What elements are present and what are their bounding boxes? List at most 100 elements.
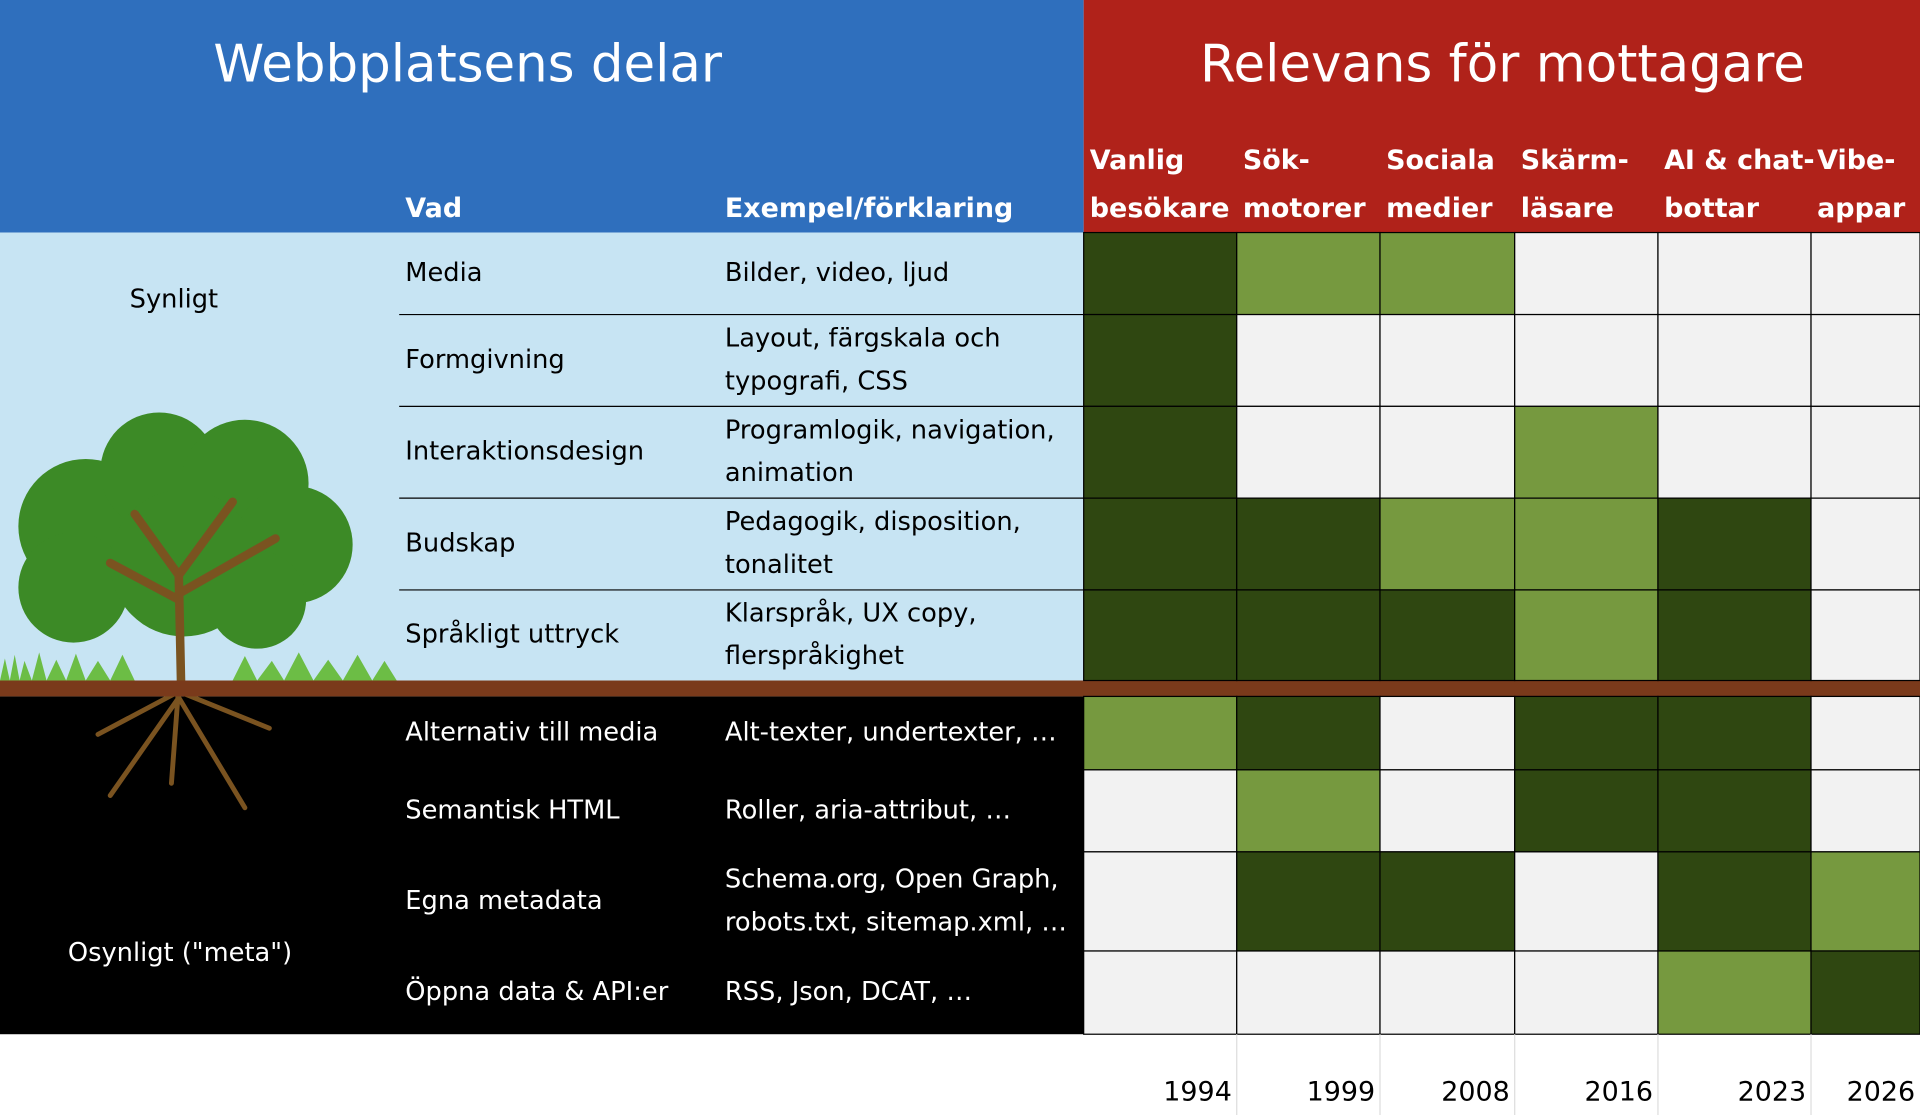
relevance-cell: [1810, 497, 1920, 591]
relevance-cell: [1236, 851, 1381, 952]
col-header: Vad: [405, 193, 462, 224]
column-header: besökare: [1090, 193, 1230, 224]
column-header: AI & chat-: [1664, 145, 1814, 176]
row-exempel: RSS, Json, DCAT, …: [725, 977, 972, 1007]
row-vad: Semantisk HTML: [405, 795, 620, 825]
relevance-cell: [1810, 231, 1920, 316]
row-exempel: Programlogik, navigation,: [725, 415, 1055, 445]
relevance-cell: [1657, 769, 1812, 853]
relevance-cell: [1514, 313, 1659, 407]
row-vad: Språkligt uttryck: [405, 619, 619, 650]
section-label: Synligt: [130, 284, 218, 314]
relevance-cell: [1810, 405, 1920, 499]
column-header: Sök-: [1243, 145, 1310, 176]
year-label: 2026: [1847, 1076, 1916, 1107]
relevance-cell: [1657, 950, 1812, 1035]
relevance-cell: [1810, 695, 1920, 771]
relevance-cell: [1083, 950, 1238, 1035]
relevance-cell: [1083, 589, 1238, 682]
relevance-cell: [1236, 950, 1381, 1035]
year-label: 2008: [1441, 1076, 1510, 1107]
year-label: 1999: [1307, 1076, 1376, 1107]
relevance-cell: [1379, 313, 1516, 407]
row-exempel: animation: [725, 458, 854, 488]
relevance-cell: [1236, 769, 1381, 853]
relevance-cell: [1236, 497, 1381, 591]
relevance-cell: [1657, 405, 1812, 499]
left-header-bg: [0, 0, 1084, 233]
relevance-cell: [1810, 950, 1920, 1035]
row-exempel: tonalitet: [725, 550, 833, 580]
tree-illustration: [0, 412, 397, 811]
year-label: 2023: [1738, 1076, 1807, 1107]
relevance-cell: [1810, 313, 1920, 407]
relevance-cell: [1379, 405, 1516, 499]
invisible-bg: [0, 696, 1084, 1035]
column-header: Sociala: [1386, 145, 1495, 176]
year-label: 1994: [1163, 1076, 1232, 1107]
relevance-cell: [1810, 769, 1920, 853]
row-vad: Öppna data & API:er: [405, 975, 668, 1007]
relevance-cell: [1379, 695, 1516, 771]
column-header: Vibe-: [1817, 145, 1895, 176]
relevance-cell: [1657, 589, 1812, 682]
row-vad: Formgivning: [405, 345, 564, 375]
relevance-cell: [1514, 405, 1659, 499]
row-vad: Media: [405, 258, 482, 288]
row-exempel: Layout, färgskala och: [725, 324, 1001, 354]
relevance-cell: [1083, 405, 1238, 499]
right-title: Relevans för mottagare: [1200, 34, 1805, 94]
relevance-cell: [1379, 589, 1516, 682]
relevance-cell: [1810, 589, 1920, 682]
relevance-cell: [1657, 497, 1812, 591]
relevance-cell: [1236, 589, 1381, 682]
relevance-cell: [1514, 231, 1659, 316]
relevance-cell: [1514, 851, 1659, 952]
right-header-bg: [1083, 0, 1920, 233]
year-label: 2016: [1585, 1076, 1654, 1107]
relevance-cell: [1810, 851, 1920, 952]
row-exempel: robots.txt, sitemap.xml, …: [725, 907, 1067, 937]
relevance-cell: [1514, 497, 1659, 591]
row-exempel: Roller, aria-attribut, …: [725, 795, 1011, 825]
column-header: appar: [1817, 193, 1906, 224]
relevance-cell: [1083, 497, 1238, 591]
ground-band: [0, 680, 1920, 697]
col-header: Exempel/förklaring: [725, 193, 1013, 224]
relevance-cell: [1236, 313, 1381, 407]
relevance-cell: [1379, 231, 1516, 316]
row-exempel: flerspråkighet: [725, 640, 904, 671]
row-vad: Budskap: [405, 529, 515, 559]
row-exempel: Schema.org, Open Graph,: [725, 865, 1059, 895]
column-header: motorer: [1243, 193, 1366, 224]
section-label: Osynligt ("meta"): [68, 938, 292, 968]
relevance-cell: [1379, 950, 1516, 1035]
relevance-cell: [1657, 851, 1812, 952]
relevance-cell: [1657, 231, 1812, 316]
row-vad: Interaktionsdesign: [405, 437, 644, 467]
column-header: bottar: [1664, 193, 1760, 224]
relevance-cell: [1083, 851, 1238, 952]
relevance-cell: [1514, 769, 1659, 853]
relevance-cell: [1379, 497, 1516, 591]
relevance-cell: [1657, 695, 1812, 771]
row-exempel: Klarspråk, UX copy,: [725, 597, 977, 628]
column-header: Skärm-: [1521, 145, 1629, 176]
relevance-cell: [1657, 313, 1812, 407]
relevance-cell: [1514, 589, 1659, 682]
column-header: Vanlig: [1090, 145, 1184, 176]
relevance-cell: [1083, 695, 1238, 771]
row-vad: Alternativ till media: [405, 718, 658, 748]
relevance-cell: [1379, 851, 1516, 952]
relevance-cell: [1083, 313, 1238, 407]
column-header: läsare: [1521, 193, 1614, 224]
relevance-cell: [1379, 769, 1516, 853]
relevance-cell: [1514, 695, 1659, 771]
relevance-cell: [1083, 231, 1238, 316]
row-exempel: typografi, CSS: [725, 366, 908, 396]
row-exempel: Alt-texter, undertexter, …: [725, 718, 1057, 748]
left-title: Webbplatsens delar: [213, 34, 723, 94]
row-exempel: Pedagogik, disposition,: [725, 507, 1021, 537]
column-header: medier: [1386, 193, 1493, 224]
